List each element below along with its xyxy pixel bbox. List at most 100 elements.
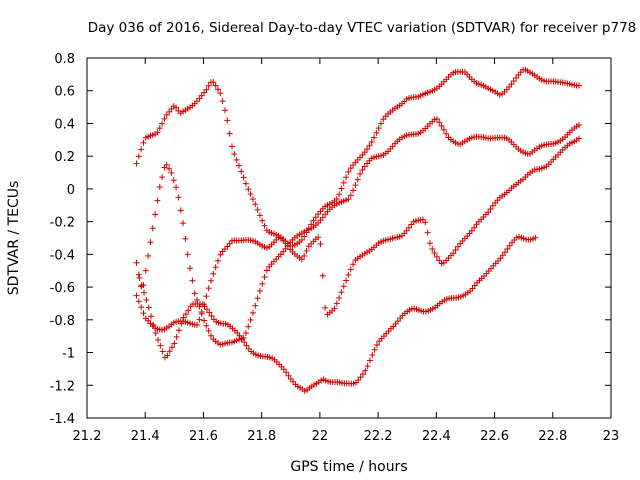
data-point xyxy=(452,247,459,254)
data-point xyxy=(436,257,443,264)
data-point xyxy=(208,277,215,284)
data-point xyxy=(471,224,478,231)
data-point xyxy=(143,296,150,303)
y-tick-label: 0.2 xyxy=(54,150,75,165)
data-point xyxy=(171,340,178,347)
x-tick-label: 22.2 xyxy=(364,429,393,444)
data-point xyxy=(217,90,224,97)
data-point xyxy=(212,264,219,271)
data-point xyxy=(357,374,364,381)
x-tick-label: 21.6 xyxy=(189,429,218,444)
data-point xyxy=(431,250,438,257)
data-point xyxy=(443,130,450,137)
data-point xyxy=(364,363,371,370)
data-point xyxy=(301,252,308,259)
data-point xyxy=(350,187,357,194)
data-point xyxy=(169,344,176,351)
data-point xyxy=(247,316,254,323)
data-point xyxy=(161,115,168,122)
data-point xyxy=(236,332,243,339)
data-point xyxy=(361,163,368,170)
y-tick-label: -0.8 xyxy=(50,314,75,329)
data-point xyxy=(310,217,317,224)
data-point xyxy=(235,162,242,169)
data-point xyxy=(203,306,210,313)
data-point xyxy=(208,332,215,339)
data-point xyxy=(219,98,226,105)
data-point xyxy=(454,243,461,250)
data-point xyxy=(159,120,166,127)
data-point xyxy=(575,135,582,142)
data-point xyxy=(148,313,155,320)
data-point xyxy=(217,251,224,258)
data-point xyxy=(203,322,210,329)
data-point xyxy=(254,295,261,302)
data-point xyxy=(263,267,270,274)
data-point xyxy=(240,174,247,181)
data-point xyxy=(350,261,357,268)
y-tick-label: -1.2 xyxy=(50,379,75,394)
data-point xyxy=(166,165,173,172)
data-point xyxy=(212,82,219,89)
data-point xyxy=(373,341,380,348)
data-point xyxy=(157,342,164,349)
data-point xyxy=(226,130,233,137)
data-point xyxy=(187,265,194,272)
data-point xyxy=(141,289,148,296)
data-point xyxy=(510,78,517,85)
data-point xyxy=(359,166,366,173)
data-point xyxy=(575,82,582,89)
data-point xyxy=(150,321,157,328)
data-point xyxy=(347,165,354,172)
data-point xyxy=(502,249,509,256)
data-point xyxy=(284,243,291,250)
y-tick-label: -1 xyxy=(62,347,75,362)
data-point xyxy=(133,292,140,299)
data-point xyxy=(224,117,231,124)
data-point xyxy=(405,224,412,231)
data-point xyxy=(298,236,305,243)
x-tick-label: 21.2 xyxy=(73,429,102,444)
data-point xyxy=(499,252,506,259)
data-point xyxy=(312,214,319,221)
data-point xyxy=(433,116,440,123)
data-point xyxy=(189,277,196,284)
data-point xyxy=(142,267,149,274)
data-point xyxy=(487,206,494,213)
data-point xyxy=(343,174,350,181)
data-point xyxy=(145,252,152,259)
data-point xyxy=(163,161,170,168)
data-point xyxy=(180,314,187,321)
y-axis-label: SDTVAR / TECUs xyxy=(6,181,22,296)
data-point xyxy=(336,294,343,301)
data-point xyxy=(317,240,324,247)
data-point xyxy=(440,126,447,133)
data-point xyxy=(373,129,380,136)
data-point xyxy=(438,122,445,129)
data-point xyxy=(238,335,245,342)
data-point xyxy=(433,253,440,260)
data-point xyxy=(210,270,217,277)
y-tick-label: -0.2 xyxy=(50,216,75,231)
data-point xyxy=(138,146,145,153)
data-point xyxy=(426,240,433,247)
data-point xyxy=(221,107,228,114)
data-point xyxy=(369,351,376,358)
data-point xyxy=(259,280,266,287)
data-point xyxy=(168,169,175,176)
data-point xyxy=(156,125,163,132)
data-point xyxy=(303,247,310,254)
data-point xyxy=(238,168,245,175)
data-point xyxy=(182,235,189,242)
data-point xyxy=(261,222,268,229)
data-point xyxy=(366,142,373,149)
data-point xyxy=(252,302,259,309)
data-point xyxy=(504,245,511,252)
data-point xyxy=(133,160,140,167)
data-point xyxy=(215,257,221,264)
data-point xyxy=(354,176,361,183)
data-point xyxy=(394,318,401,325)
data-point xyxy=(368,139,375,146)
data-point xyxy=(185,307,192,314)
